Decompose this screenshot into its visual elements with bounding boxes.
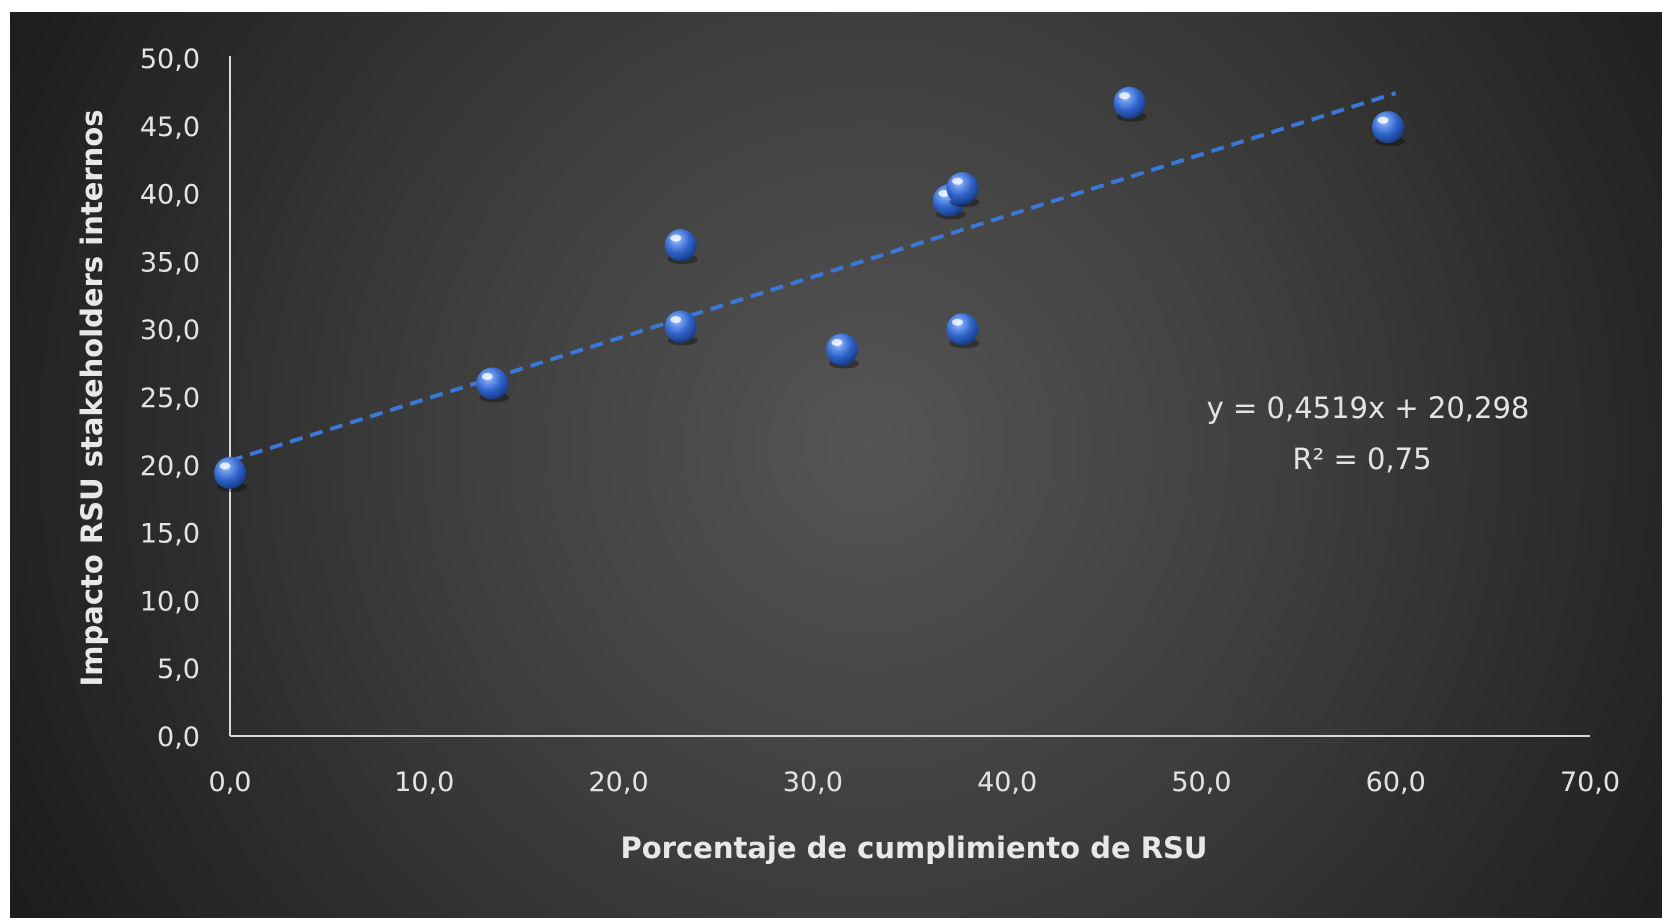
y-axis-title: Impacto RSU stakeholders internos [75,110,109,687]
x-tick-labels: 0,0 10,0 20,0 30,0 40,0 50,0 60,0 70,0 [209,767,1621,798]
y-tick-label: 35,0 [140,247,200,278]
y-tick-label: 45,0 [140,112,200,143]
x-tick-label: 60,0 [1366,767,1426,798]
trendline [229,91,1397,463]
data-point-highlight [1119,92,1131,100]
data-point [476,367,510,403]
x-tick-label: 20,0 [589,767,649,798]
data-point-marker [1371,111,1404,144]
y-tick-label: 20,0 [140,451,200,482]
x-tick-label: 10,0 [394,767,454,798]
data-point [826,333,859,369]
data-point-marker [946,313,979,346]
trendline-r2: R² = 0,75 [1292,442,1431,476]
x-axis-title: Porcentaje de cumplimiento de RSU [621,831,1208,865]
data-point-highlight [670,234,682,242]
y-tick-label: 10,0 [140,586,200,617]
y-tick-label: 5,0 [157,654,200,685]
data-point [664,310,698,346]
data-point [664,229,698,265]
data-point [1113,86,1147,122]
data-point-marker [476,367,509,400]
axes [229,56,1590,737]
data-point-highlight [219,462,231,470]
x-tick-label: 50,0 [1171,767,1231,798]
y-tick-label: 50,0 [140,44,200,75]
data-point-highlight [951,177,963,185]
trendline-equation: y = 0,4519x + 20,298 [1207,391,1530,425]
x-tick-label: 40,0 [977,767,1037,798]
data-point-highlight [670,315,682,323]
data-point [214,456,247,492]
data-point-highlight [481,372,493,380]
data-point-highlight [938,189,950,197]
data-point-marker [826,333,858,366]
x-tick-label: 70,0 [1560,767,1620,798]
data-point-highlight [1377,116,1389,124]
y-tick-label: 40,0 [140,180,200,211]
y-tick-label: 15,0 [140,519,200,550]
data-point-highlight [831,339,843,347]
data-point-marker [214,456,246,489]
data-point-marker [1113,86,1146,119]
y-tick-label: 30,0 [140,315,200,346]
chart-background [10,12,1662,918]
y-tick-labels: 0,0 5,0 10,0 15,0 20,0 25,0 30,0 35,0 40,0 45,0 50… [140,44,200,753]
data-point-marker [664,229,697,262]
y-tick-label: 0,0 [157,722,200,753]
x-tick-label: 30,0 [783,767,843,798]
data-point [946,313,980,349]
data-point-marker [664,310,697,343]
data-points [214,86,1405,492]
y-tick-label: 25,0 [140,383,200,414]
data-point [1371,111,1405,147]
trendline-path [229,91,1397,463]
data-point-marker [946,172,979,205]
x-tick-label: 0,0 [209,767,252,798]
data-point [946,172,980,208]
data-point-highlight [951,318,963,326]
